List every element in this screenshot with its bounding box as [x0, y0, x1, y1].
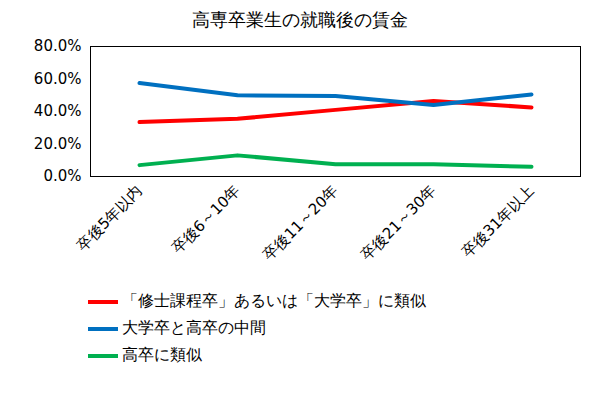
svg-text:80.0%: 80.0%: [34, 37, 82, 55]
svg-text:40.0%: 40.0%: [34, 102, 82, 120]
svg-text:卒後5年以内: 卒後5年以内: [73, 182, 146, 255]
html-text:高専卒業生の就職後の賃金: 高専卒業生の就職後の賃金: [192, 9, 408, 30]
html-text:大学卒と高卒の中間: 大学卒と高卒の中間: [122, 318, 266, 337]
svg-text:卒後21～30年: 卒後21～30年: [358, 182, 440, 264]
svg-text:卒後6～10年: 卒後6～10年: [168, 182, 243, 257]
svg-text:60.0%: 60.0%: [34, 70, 82, 88]
svg-text:卒後31年以上: 卒後31年以上: [458, 182, 537, 261]
html-text:高卒に類似: 高卒に類似: [122, 345, 202, 364]
svg-text:20.0%: 20.0%: [34, 135, 82, 153]
svg-text:卒後11～20年: 卒後11～20年: [260, 182, 342, 264]
html-text:「修士課程卒」あるいは「大学卒」に類似: 「修士課程卒」あるいは「大学卒」に類似: [122, 291, 426, 310]
svg-text:0.0%: 0.0%: [43, 167, 81, 185]
